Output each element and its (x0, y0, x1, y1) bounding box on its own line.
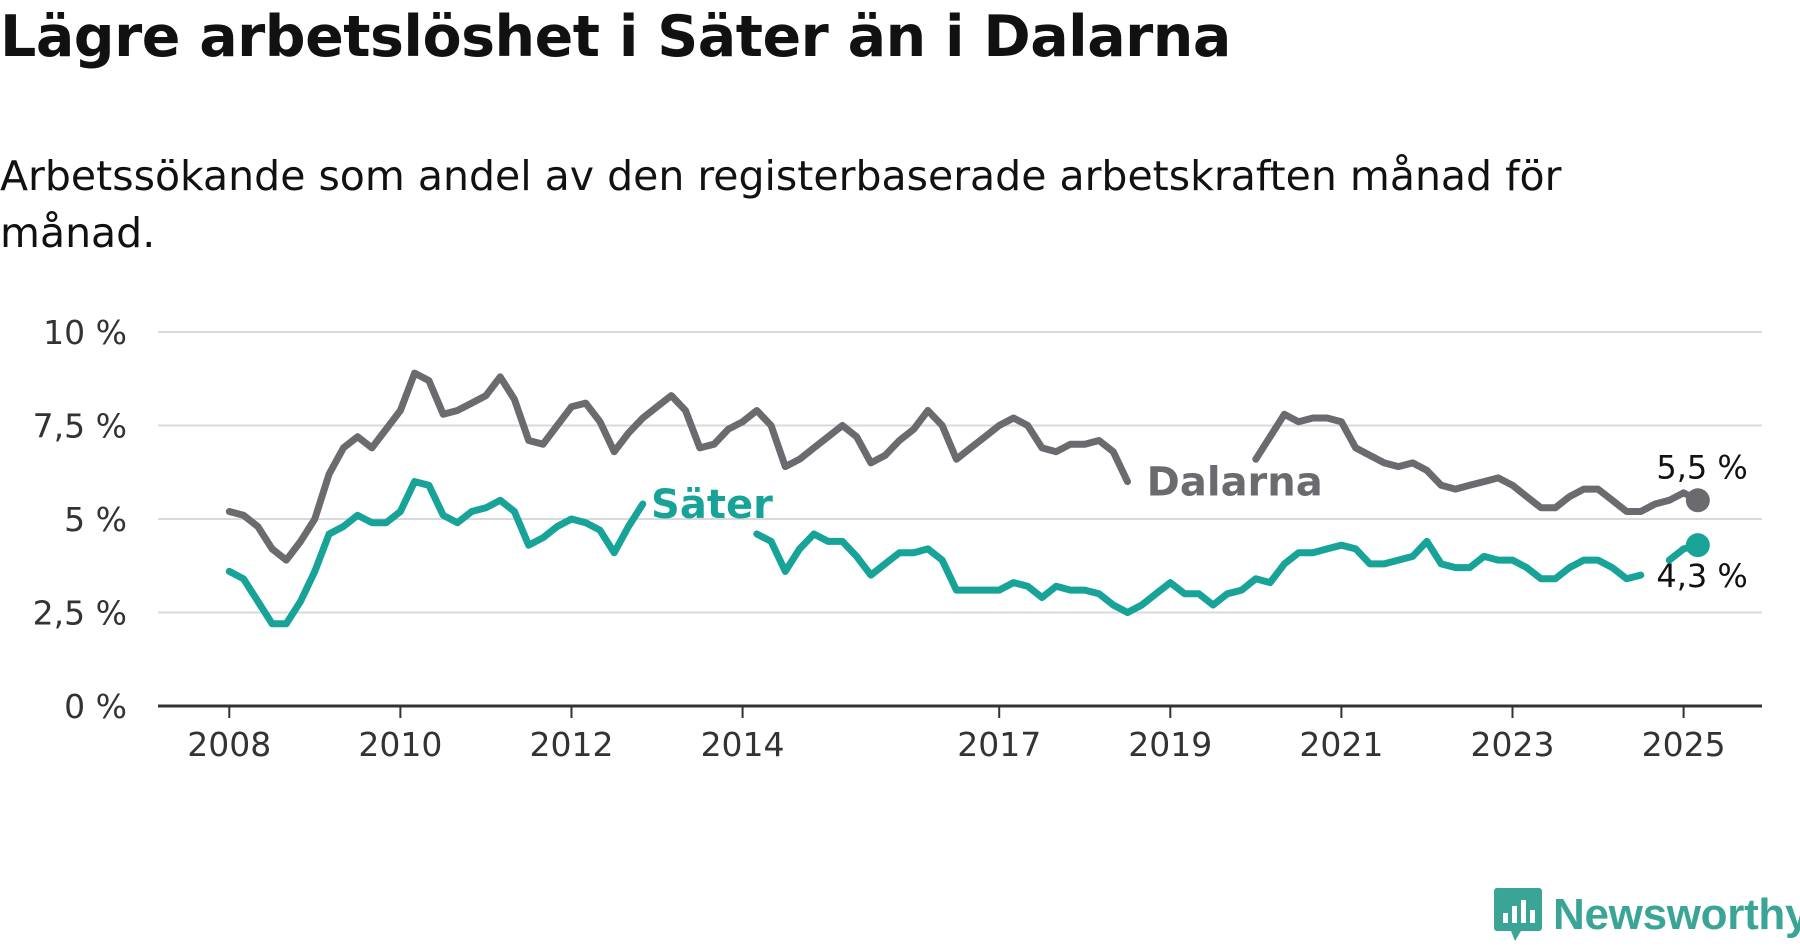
series-end-marker (1685, 533, 1710, 558)
x-axis: 2008 2010 2012 2014 2017 2019 2021 2023 2025 (158, 704, 1762, 764)
x-tick-label: 2012 (529, 725, 613, 764)
series-line (225, 369, 1131, 564)
y-axis-ticks: 0 % 2,5 % 5 % 7,5 % 10 % (33, 313, 127, 726)
brand-name: Newsworthy (1553, 890, 1800, 939)
series-line (225, 478, 647, 628)
y-tick-label: 7,5 % (33, 407, 127, 446)
series-labels: 5,5 % Dalarna 4,3 % Säter (651, 448, 1748, 595)
series-line (753, 530, 1645, 616)
gridlines (158, 331, 1762, 614)
x-tick-label: 2023 (1470, 725, 1554, 764)
chart-subtitle: Arbetssökande som andel av den registerb… (0, 152, 1562, 257)
x-tick-label: 2017 (957, 725, 1041, 764)
line-chart: 0 % 2,5 % 5 % 7,5 % 10 % 2008 2010 2012 2014 201… (33, 313, 1762, 764)
x-tick-label: 2019 (1128, 725, 1212, 764)
x-tick-label: 2014 (701, 725, 785, 764)
y-tick-label: 0 % (64, 687, 127, 726)
end-value-label: 4,3 % (1656, 557, 1747, 595)
series-end-marker (1685, 488, 1710, 513)
x-tick-label: 2025 (1642, 725, 1726, 764)
y-tick-label: 5 % (64, 500, 127, 539)
chart-title: Lägre arbetslöshet i Säter än i Dalarna (0, 4, 1231, 70)
newsworthy-logo-icon (1494, 888, 1542, 941)
series-lines (225, 369, 1710, 628)
x-tick-label: 2008 (187, 725, 271, 764)
end-value-label: 5,5 % (1656, 448, 1747, 486)
y-tick-label: 2,5 % (33, 594, 127, 633)
series-line (1252, 410, 1702, 515)
x-tick-label: 2021 (1299, 725, 1383, 764)
y-tick-label: 10 % (43, 313, 127, 352)
newsworthy-logo: Newsworthy (1493, 886, 1800, 944)
series-name-label: Dalarna (1147, 460, 1323, 506)
series-name-label: Säter (651, 482, 773, 528)
x-tick-label: 2010 (358, 725, 442, 764)
